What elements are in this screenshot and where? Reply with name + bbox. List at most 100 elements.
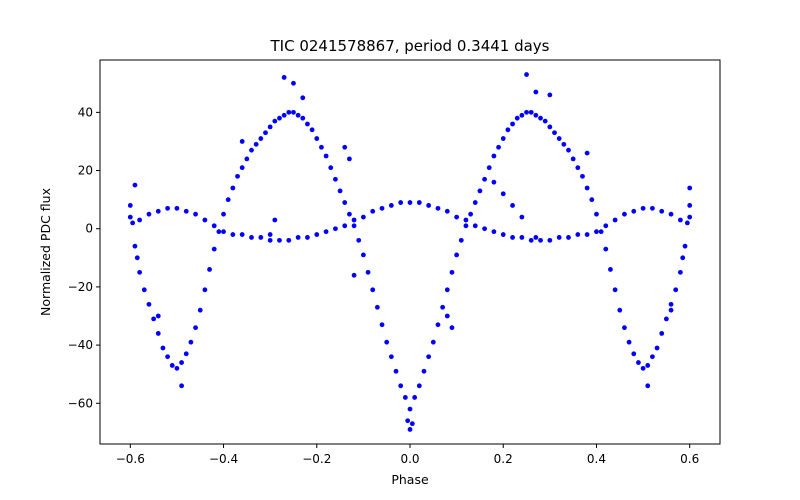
data-point (277, 115, 282, 121)
data-point (566, 147, 571, 153)
data-point (179, 360, 184, 365)
data-point (333, 226, 338, 232)
y-tick-label: 0 (85, 222, 93, 236)
data-point (132, 182, 138, 188)
data-point (360, 252, 366, 258)
data-point (570, 156, 576, 162)
data-point (435, 205, 441, 211)
data-point (174, 205, 180, 211)
x-axis-label: Phase (391, 472, 429, 487)
data-point (519, 112, 525, 118)
data-point (211, 223, 217, 229)
data-point (594, 211, 599, 217)
data-point (365, 269, 371, 275)
data-point (202, 287, 208, 293)
data-point (668, 211, 674, 217)
data-point (547, 124, 553, 130)
data-point (225, 197, 231, 203)
data-point (449, 325, 455, 331)
data-point (519, 214, 525, 220)
data-point (677, 269, 683, 275)
chart-title: TIC 0241578867, period 0.3441 days (269, 37, 549, 55)
data-point (130, 220, 136, 226)
data-point (216, 229, 222, 235)
data-point (594, 229, 599, 235)
data-point (491, 153, 497, 159)
data-point (426, 203, 432, 208)
data-point (680, 255, 686, 261)
data-point (533, 89, 539, 95)
data-point (463, 223, 469, 229)
data-point (405, 418, 411, 424)
data-point (603, 246, 609, 252)
data-point (281, 75, 287, 80)
data-point (221, 229, 226, 235)
data-point (393, 368, 399, 374)
x-tick-label: −0.4 (209, 452, 238, 466)
data-point (468, 211, 473, 217)
y-tick-label: 20 (78, 164, 93, 178)
y-axis-label: Normalized PDC flux (38, 188, 53, 316)
data-point (267, 232, 273, 237)
y-axis-ticks: −60 −40 −20 0 20 40 (68, 105, 100, 410)
data-points (127, 72, 693, 432)
data-point (323, 229, 329, 235)
data-point (687, 185, 693, 191)
data-point (360, 214, 366, 220)
data-point (626, 339, 632, 345)
data-point (444, 287, 450, 293)
data-point (193, 325, 198, 331)
x-axis-ticks: −0.6 −0.4 −0.2 0.0 0.2 0.4 0.6 (116, 444, 699, 466)
data-point (160, 345, 166, 351)
data-point (398, 383, 404, 389)
data-point (151, 316, 157, 322)
data-point (328, 165, 334, 171)
data-point (127, 203, 133, 208)
data-point (146, 211, 152, 217)
data-point (547, 92, 553, 98)
x-tick-label: 0.4 (587, 452, 606, 466)
data-point (640, 365, 646, 371)
data-point (267, 237, 273, 243)
data-point (351, 217, 357, 223)
data-point (291, 80, 296, 86)
data-point (542, 118, 548, 124)
data-point (673, 287, 679, 293)
data-point (407, 406, 413, 412)
data-point (463, 217, 469, 223)
data-point (500, 191, 506, 197)
data-point (668, 307, 674, 313)
data-point (510, 235, 515, 240)
data-point (528, 109, 534, 115)
data-point (421, 368, 427, 374)
data-point (416, 383, 422, 389)
data-point (351, 223, 357, 229)
y-tick-label: −60 (68, 396, 93, 410)
data-point (342, 200, 348, 205)
data-point (165, 205, 170, 211)
data-point (197, 307, 203, 313)
data-point (482, 176, 487, 182)
data-point (412, 395, 418, 400)
data-point (370, 208, 376, 214)
y-tick-label: 40 (78, 105, 93, 119)
data-point (547, 237, 553, 243)
data-point (127, 214, 133, 220)
data-point (580, 173, 585, 179)
data-point (295, 112, 301, 118)
data-point (612, 287, 618, 293)
data-point (449, 269, 455, 275)
data-point (402, 395, 408, 400)
data-point (272, 217, 278, 223)
data-point (682, 243, 688, 249)
data-point (211, 246, 217, 252)
data-point (514, 115, 520, 121)
data-point (584, 150, 590, 156)
data-point (668, 301, 674, 307)
data-point (589, 197, 595, 203)
data-point (388, 354, 394, 360)
data-point (426, 354, 432, 360)
data-point (221, 211, 226, 217)
data-point (155, 208, 161, 214)
